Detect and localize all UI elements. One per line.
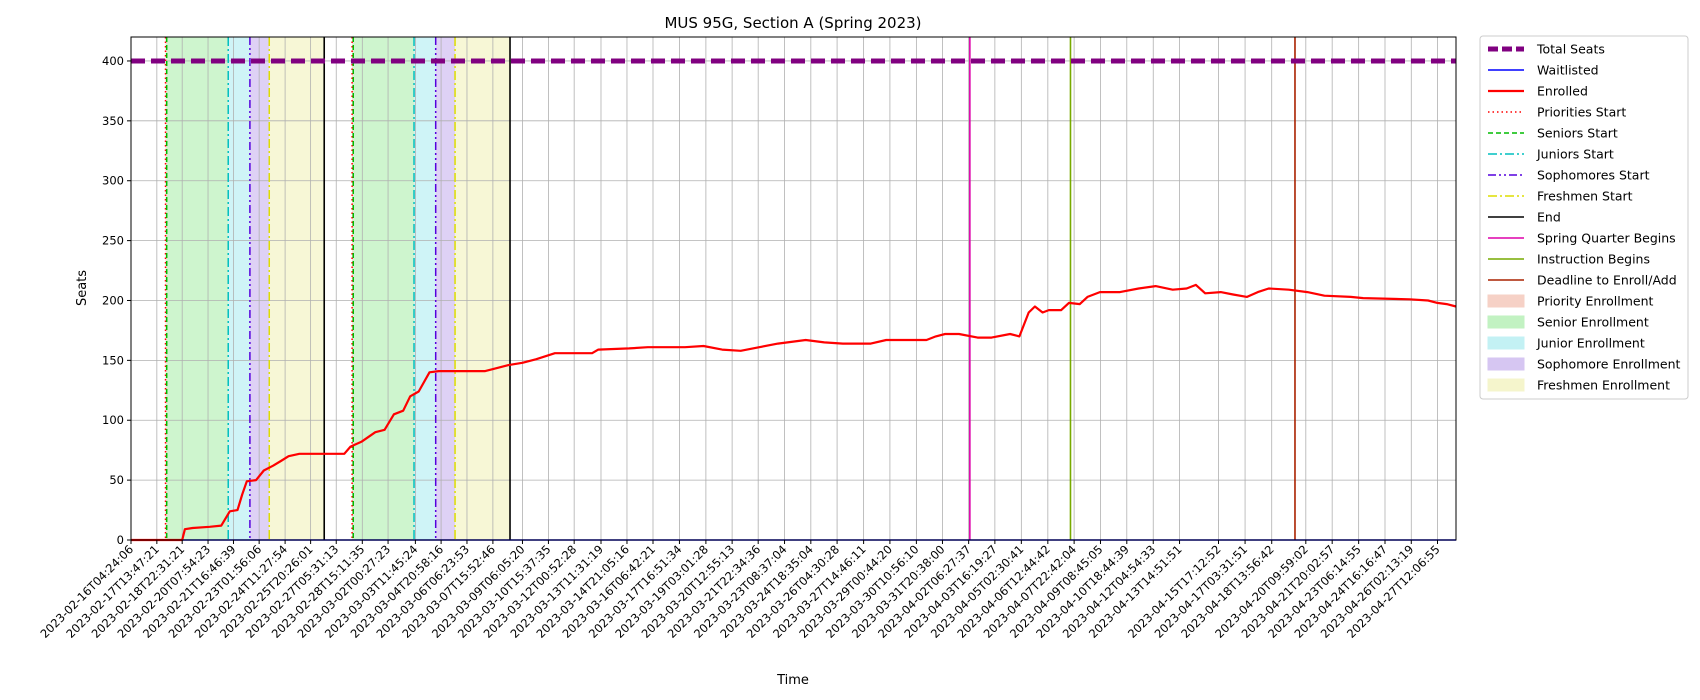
plot-frame — [130, 36, 1457, 541]
span-sophomore-enrollment — [435, 37, 456, 540]
legend-swatch-freshmen-enrollment — [1487, 378, 1525, 392]
legend-label-seniors-start: Seniors Start — [1537, 126, 1618, 141]
legend-label-sophomores-start: Sophomores Start — [1537, 168, 1650, 183]
legend-label-deadline-to-enroll-add: Deadline to Enroll/Add — [1537, 273, 1677, 288]
legend-label-juniors-start: Juniors Start — [1536, 147, 1614, 162]
y-tick-label: 150 — [102, 353, 124, 367]
legend-label-priority-enrollment: Priority Enrollment — [1537, 294, 1654, 309]
x-axis-title: Time — [776, 673, 809, 688]
legend-label-priorities-start: Priorities Start — [1537, 105, 1626, 120]
legend-label-instruction-begins: Instruction Begins — [1537, 252, 1650, 267]
y-axis-title: Seats — [75, 270, 90, 306]
y-axis: 0 50 100 150 200 250 300 350 400 — [102, 54, 131, 547]
span-sophomore-enrollment — [249, 37, 270, 540]
legend-label-freshmen-start: Freshmen Start — [1537, 189, 1633, 204]
span-freshmen-enrollment — [269, 37, 325, 540]
y-tick-label: 250 — [102, 234, 124, 248]
y-tick-label: 100 — [102, 413, 124, 427]
y-tick-label: 200 — [102, 293, 124, 307]
y-tick-label: 400 — [102, 54, 124, 68]
legend-label-end: End — [1537, 210, 1561, 225]
legend: Total Seats Waitlisted Enrolled Priorities … — [1479, 35, 1689, 400]
event-lines — [164, 37, 1296, 540]
span-junior-enrollment — [228, 37, 250, 540]
legend-label-enrolled: Enrolled — [1537, 84, 1588, 99]
legend-label-spring-quarter-begins: Spring Quarter Begins — [1537, 231, 1676, 246]
legend-label-freshmen-enrollment: Freshmen Enrollment — [1537, 378, 1670, 393]
span-freshmen-enrollment — [455, 37, 511, 540]
y-tick-label: 50 — [109, 473, 124, 487]
y-tick-label: 350 — [102, 114, 124, 128]
legend-swatch-priority-enrollment — [1487, 294, 1525, 308]
chart-title: MUS 95G, Section A (Spring 2023) — [664, 14, 921, 32]
legend-frame — [1479, 35, 1689, 400]
legend-label-waitlisted: Waitlisted — [1537, 63, 1599, 78]
legend-swatch-sophomore-enrollment — [1487, 357, 1525, 371]
legend-label-junior-enrollment: Junior Enrollment — [1536, 336, 1645, 351]
legend-label-total-seats: Total Seats — [1536, 42, 1605, 57]
span-junior-enrollment — [414, 37, 436, 540]
legend-swatch-senior-enrollment — [1487, 315, 1525, 329]
x-axis: 2023-02-16T04:24:062023-02-17T13:47:2120… — [37, 540, 1443, 641]
legend-label-sophomore-enrollment: Sophomore Enrollment — [1537, 357, 1681, 372]
legend-swatch-junior-enrollment — [1487, 336, 1525, 350]
y-tick-label: 0 — [117, 533, 124, 547]
span-senior-enrollment — [166, 37, 229, 540]
series-enrolled — [131, 283, 1457, 542]
y-tick-label: 300 — [102, 174, 124, 188]
legend-label-senior-enrollment: Senior Enrollment — [1537, 315, 1649, 330]
